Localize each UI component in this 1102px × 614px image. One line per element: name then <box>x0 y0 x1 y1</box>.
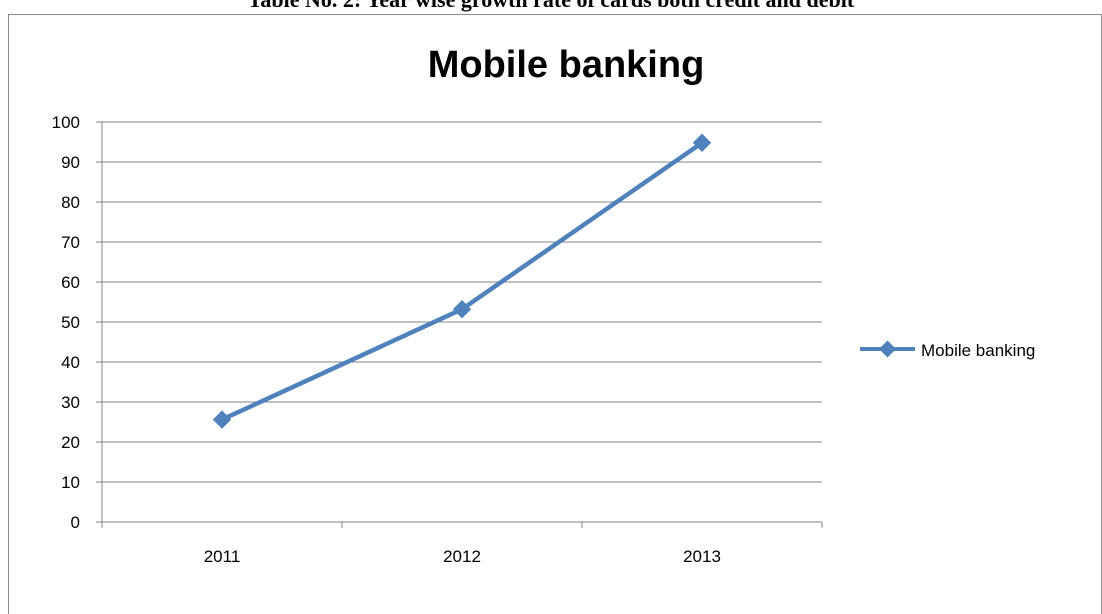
x-tick-label: 2012 <box>443 547 481 566</box>
line-chart: Mobile banking 0 10 20 30 40 50 60 70 80 90 100 20… <box>52 44 1036 566</box>
y-tick-label: 80 <box>61 193 80 212</box>
x-axis-tick-labels: 2011 2012 2013 <box>204 547 721 566</box>
data-point-marker <box>452 300 472 319</box>
data-point-marker <box>212 410 232 429</box>
y-tick-label: 100 <box>52 113 80 132</box>
series-layer <box>212 133 712 429</box>
data-point-marker <box>692 133 712 152</box>
document-heading: Table No. 2: Year wise growth rate of ca… <box>0 0 1102 14</box>
legend: Mobile banking <box>860 340 1035 360</box>
chart-title: Mobile banking <box>428 44 705 86</box>
axes <box>96 121 823 528</box>
y-tick-label: 40 <box>61 353 80 372</box>
x-tick-label: 2013 <box>683 547 721 566</box>
x-tick-label: 2011 <box>204 547 241 566</box>
series-line <box>221 140 704 422</box>
y-tick-label: 60 <box>61 273 80 292</box>
y-tick-label: 30 <box>61 393 80 412</box>
legend-label: Mobile banking <box>921 341 1035 360</box>
y-axis-tick-labels: 0 10 20 30 40 50 60 70 80 90 100 <box>52 113 80 532</box>
y-tick-label: 90 <box>61 153 80 172</box>
y-tick-label: 10 <box>61 473 80 492</box>
y-tick-label: 0 <box>71 513 80 532</box>
gridlines <box>102 121 822 483</box>
legend-marker <box>879 340 896 358</box>
y-tick-label: 50 <box>61 313 80 332</box>
y-tick-label: 70 <box>61 233 80 252</box>
y-tick-label: 20 <box>61 433 80 452</box>
